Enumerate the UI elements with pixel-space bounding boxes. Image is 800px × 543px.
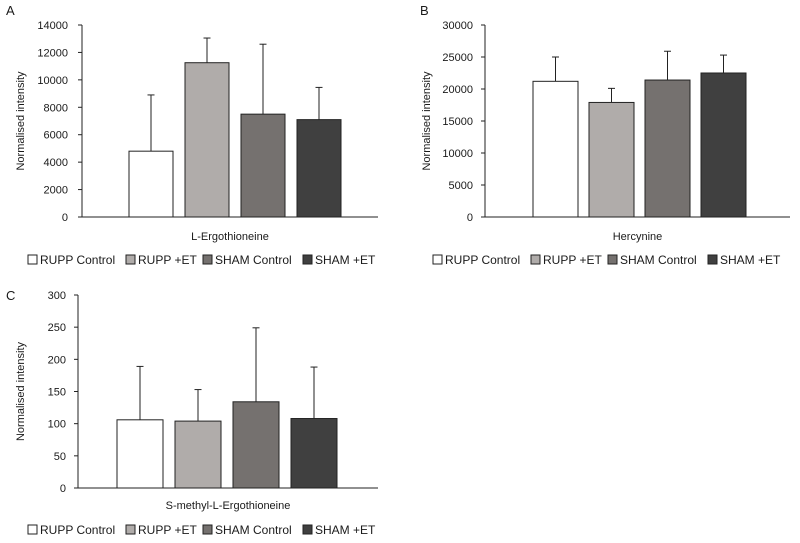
x-category-label: Hercynine [613,231,663,243]
legend-label: RUPP +ET [543,253,602,267]
y-tick-label: 12000 [37,47,68,59]
x-category-label: S-methyl-L-Ergothioneine [166,500,291,512]
legend-swatch [125,524,136,535]
legend-swatch [302,524,313,535]
panel-letter: A [6,3,15,18]
bar-rupp-et [588,101,635,218]
legend-label: RUPP Control [40,523,115,537]
y-tick-label: 5000 [449,180,473,192]
y-tick-label: 30000 [442,20,473,32]
y-tick-label: 150 [48,387,66,399]
y-axis-title: Normalised intensity [421,71,433,171]
y-axis-title: Normalised intensity [15,341,27,441]
legend-label: SHAM +ET [315,523,376,537]
legend-swatch [530,254,541,265]
y-tick-label: 2000 [44,185,68,197]
legend-swatch [302,254,313,265]
bar-rupp-control [532,80,579,218]
legend: RUPP Control RUPP +ET SHAM Control SHAM +ET [27,253,376,267]
legend: RUPP Control RUPP +ET SHAM Control SHAM +ET [27,523,376,537]
y-tick-label: 14000 [37,20,68,32]
panel-letter: C [6,288,15,303]
bar-sham-control [240,113,286,218]
legend: RUPP Control RUPP +ET SHAM Control SHAM +ET [432,253,781,267]
y-tick-label: 0 [62,212,68,224]
y-tick-label: 20000 [442,84,473,96]
y-tick-label: 10000 [37,75,68,87]
bar-sham-control [232,401,280,489]
legend-label: RUPP Control [445,253,520,267]
legend-label: RUPP +ET [138,523,197,537]
legend-label: RUPP Control [40,253,115,267]
bar-rupp-control [128,150,174,218]
legend-label: SHAM Control [215,523,292,537]
legend-label: SHAM Control [215,253,292,267]
bar-rupp-et [184,62,230,218]
bar-sham-et [700,72,747,218]
y-tick-label: 100 [48,419,66,431]
x-category-label: L-Ergothioneine [191,231,269,243]
y-tick-label: 10000 [442,148,473,160]
chart-panel-b: B 0 5000 10000 15000 20000 25000 30000 Normalise… [420,3,790,267]
legend-label: RUPP +ET [138,253,197,267]
y-tick-label: 200 [48,354,66,366]
legend-swatch [707,254,718,265]
legend-swatch [432,254,443,265]
legend-label: SHAM +ET [720,253,781,267]
bar-rupp-et [174,420,222,489]
bar-rupp-control [116,419,164,489]
legend-label: SHAM Control [620,253,697,267]
legend-swatch [125,254,136,265]
y-tick-label: 25000 [442,52,473,64]
bar-sham-control [644,79,691,218]
chart-panel-c: C 0 50 100 150 200 250 300 Normalised intensity S… [6,288,378,537]
chart-panel-a: A 0 2000 4000 6000 8000 10000 12000 14000 Normali… [6,3,378,267]
bar-sham-et [296,119,342,218]
y-tick-label: 8000 [44,102,68,114]
legend-label: SHAM +ET [315,253,376,267]
y-tick-label: 15000 [442,116,473,128]
y-tick-label: 0 [467,212,473,224]
legend-swatch [607,254,618,265]
legend-swatch [27,524,38,535]
bar-sham-et [290,418,338,489]
panel-letter: B [420,3,429,18]
y-tick-label: 300 [48,290,66,302]
y-axis-title: Normalised intensity [15,71,27,171]
legend-swatch [202,524,213,535]
y-tick-label: 0 [60,483,66,495]
y-tick-label: 6000 [44,130,68,142]
y-tick-label: 50 [54,451,66,463]
legend-swatch [27,254,38,265]
y-tick-label: 250 [48,322,66,334]
y-tick-label: 4000 [44,157,68,169]
legend-swatch [202,254,213,265]
